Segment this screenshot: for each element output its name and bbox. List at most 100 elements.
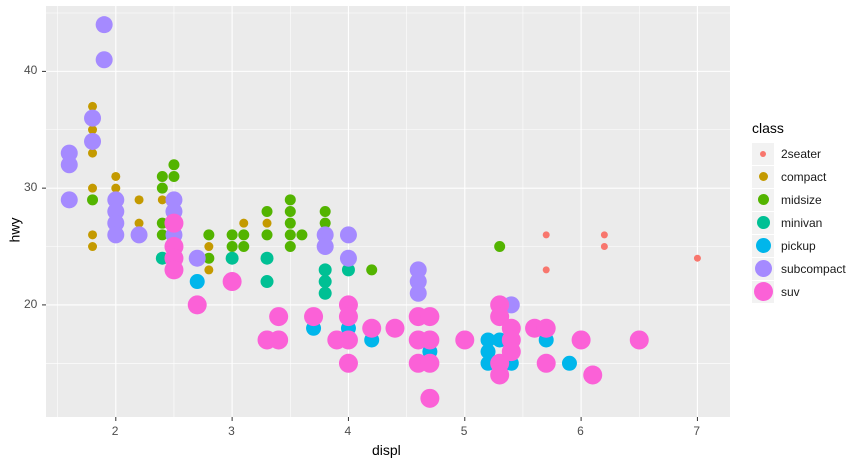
legend-item-suv: suv xyxy=(752,280,846,303)
point-compact xyxy=(204,265,214,275)
x-axis-title: displ xyxy=(372,442,401,458)
point-suv xyxy=(338,353,358,373)
point-compact xyxy=(204,242,214,252)
point-midsize xyxy=(261,229,273,241)
point-compact xyxy=(88,242,98,252)
point-pickup xyxy=(189,274,205,290)
point-minivan xyxy=(318,286,332,300)
point-midsize xyxy=(156,182,168,194)
point-suv xyxy=(571,330,591,350)
point-subcompact xyxy=(95,16,113,34)
point-compact xyxy=(157,195,167,205)
point-midsize xyxy=(226,229,238,241)
point-suv xyxy=(338,307,358,327)
point-compact xyxy=(111,183,121,193)
point-midsize xyxy=(168,159,180,171)
point-subcompact xyxy=(409,273,427,291)
point-subcompact xyxy=(60,144,78,162)
point-subcompact xyxy=(409,261,427,279)
x-tick-label: 7 xyxy=(693,424,701,438)
legend-key xyxy=(752,257,774,280)
point-subcompact xyxy=(84,109,102,127)
point-subcompact xyxy=(339,226,357,244)
point-midsize xyxy=(296,229,308,241)
point-midsize xyxy=(284,217,296,229)
y-axis-title: hwy xyxy=(6,217,23,243)
point-midsize xyxy=(284,229,296,241)
point-suv xyxy=(490,365,510,385)
point-suv xyxy=(420,330,440,350)
point-2seater xyxy=(542,231,550,239)
point-minivan xyxy=(260,275,274,289)
point-midsize xyxy=(87,194,99,206)
point-pickup xyxy=(561,355,577,371)
point-suv xyxy=(164,260,184,280)
legend-dot-icon xyxy=(754,260,772,277)
x-tick-label: 6 xyxy=(577,424,584,438)
legend-key xyxy=(752,165,774,188)
point-suv xyxy=(187,295,207,315)
point-suv xyxy=(222,272,242,292)
axis-ticks xyxy=(42,70,698,421)
point-suv xyxy=(164,213,184,233)
point-2seater xyxy=(600,243,608,251)
point-midsize xyxy=(284,241,296,253)
legend-item-compact: compact xyxy=(752,165,846,188)
point-minivan xyxy=(225,251,239,265)
point-suv xyxy=(362,318,382,338)
point-midsize xyxy=(238,229,250,241)
point-compact xyxy=(134,195,144,205)
point-compact xyxy=(88,125,98,135)
point-compact xyxy=(134,218,144,228)
legend-key xyxy=(752,188,774,211)
point-midsize xyxy=(261,206,273,217)
legend-dot-icon xyxy=(753,282,773,301)
point-2seater xyxy=(693,254,701,262)
point-midsize xyxy=(494,241,506,253)
point-suv xyxy=(420,353,440,373)
point-subcompact xyxy=(84,132,102,150)
legend-dot-icon xyxy=(756,216,770,229)
point-suv xyxy=(455,330,475,350)
point-suv xyxy=(420,307,440,327)
point-midsize xyxy=(319,206,331,217)
point-subcompact xyxy=(107,191,125,209)
point-suv xyxy=(304,307,324,327)
point-compact xyxy=(262,218,272,228)
legend-key xyxy=(752,234,774,257)
point-midsize xyxy=(284,206,296,217)
legend-label: 2seater xyxy=(781,146,822,161)
point-midsize xyxy=(238,241,250,253)
data-points xyxy=(60,16,701,408)
point-midsize xyxy=(203,229,215,241)
legend-key xyxy=(752,142,774,165)
point-suv xyxy=(490,307,510,327)
point-subcompact xyxy=(316,226,334,244)
legend-key xyxy=(752,280,774,303)
legend-title: class xyxy=(752,120,784,136)
point-midsize xyxy=(319,217,331,229)
legend-dot-icon xyxy=(758,172,768,181)
point-pickup xyxy=(480,344,496,360)
point-suv xyxy=(583,365,603,385)
point-subcompact xyxy=(316,238,334,256)
point-midsize xyxy=(226,241,238,253)
legend-label: midsize xyxy=(781,192,822,207)
point-midsize xyxy=(156,229,168,241)
legend-item-subcompact: subcompact xyxy=(752,257,846,280)
point-suv xyxy=(629,330,649,350)
point-subcompact xyxy=(339,249,357,267)
point-compact xyxy=(88,148,98,158)
point-suv xyxy=(536,353,556,373)
x-tick-label: 4 xyxy=(344,424,352,438)
point-suv xyxy=(420,388,440,408)
gridlines xyxy=(46,6,730,417)
point-subcompact xyxy=(409,284,427,302)
y-tick-label: 40 xyxy=(24,63,38,78)
point-midsize xyxy=(203,252,215,264)
legend: class 2seater compact midsize minivan pickup… xyxy=(752,120,846,303)
point-minivan xyxy=(318,263,332,277)
point-midsize xyxy=(366,264,378,276)
point-minivan xyxy=(341,263,355,277)
point-compact xyxy=(88,101,98,111)
